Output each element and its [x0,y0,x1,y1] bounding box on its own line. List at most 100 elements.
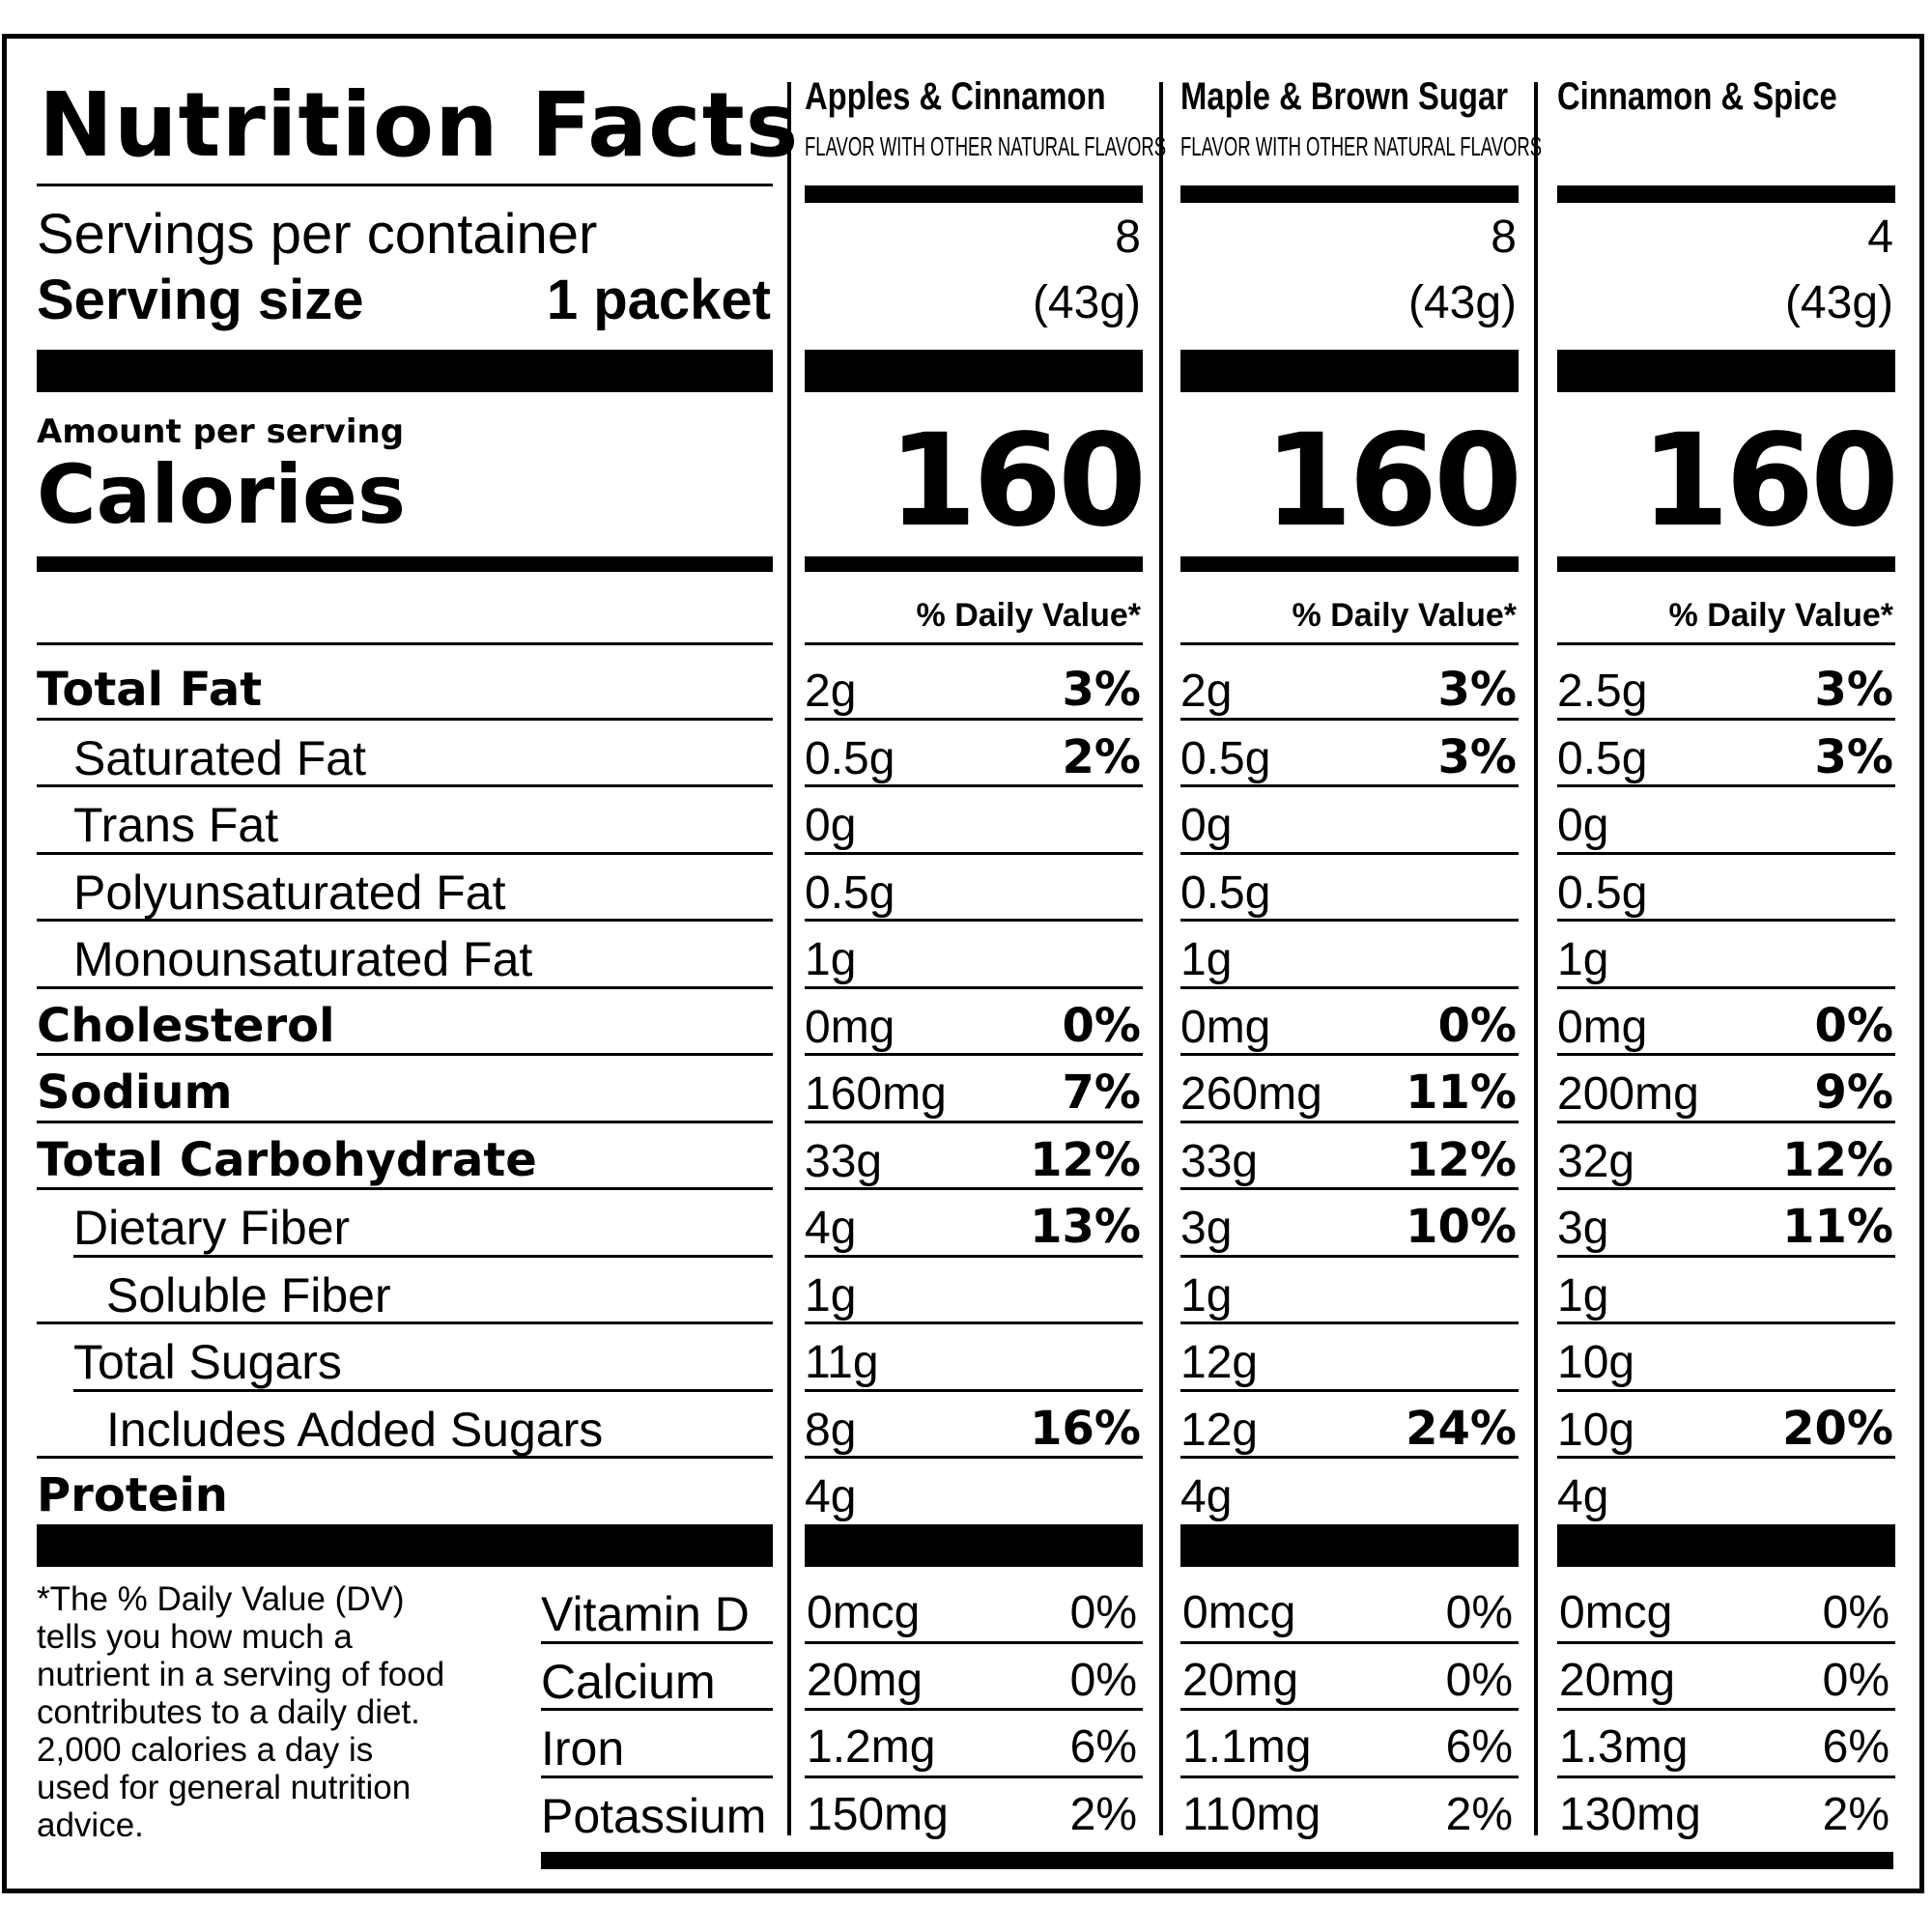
calories-value: 160 [1264,407,1522,555]
nutrient-dv: 7% [1062,1065,1142,1120]
serving-size-grams: (43g) [1784,277,1893,328]
product-row-rule [805,1456,1143,1459]
nutrient-amount: 2g [1180,666,1233,717]
micro-label: Iron [541,1721,625,1776]
nutrient-amount: 3g [1180,1203,1233,1254]
nutrient-label: Soluble Fiber [106,1267,391,1322]
product-row-rule [1180,1254,1519,1258]
micro-dv: 6% [1069,1721,1137,1773]
product-row-rule [1557,717,1895,721]
product-row-rule [1180,985,1519,989]
nutrient-amount: 1g [805,1269,857,1321]
nutrient-label: Total Fat [37,663,263,717]
product-row-rule [1180,919,1519,922]
product-header-bar [805,185,1143,203]
nutrient-row-rule [37,1120,773,1123]
amount-per-serving-label: Amount per serving [37,412,405,451]
micro-row-rule [805,1708,1143,1711]
product-name: Cinnamon & Spice [1557,75,1837,118]
micro-label-rule [541,1775,773,1778]
nutrient-amount: 4g [805,1203,857,1254]
micro-dv: 0% [1445,1587,1513,1638]
product-row-rule [805,717,1143,721]
product-row-rule [805,1053,1143,1056]
micro-amount: 130mg [1559,1788,1701,1840]
nutrient-dv: 12% [1782,1132,1893,1187]
product-row-rule [1557,1187,1895,1190]
nutrient-row-rule [37,851,773,855]
product-name: Maple & Brown Sugar [1180,75,1508,118]
nutrient-amount: 0.5g [1557,732,1648,784]
nutrient-amount: 4g [1557,1471,1609,1522]
nutrient-row-rule [37,784,773,787]
micro-row-rule [1557,1708,1895,1711]
product-name: Apples & Cinnamon [805,75,1106,118]
nutrient-amount: 0.5g [805,867,895,919]
serving-size-label: Serving size [37,269,364,331]
product-row-rule [805,985,1143,989]
product-serving-bar [1180,350,1519,392]
product-row-rule [1557,1456,1895,1459]
nutrient-dv: 16% [1030,1401,1141,1456]
nutrient-amount: 2.5g [1557,666,1648,717]
nutrient-dv: 10% [1406,1200,1517,1254]
nutrient-label: Polyunsaturated Fat [73,865,506,920]
product-calories-bar [1180,556,1519,572]
micro-amount: 1.2mg [807,1721,936,1773]
nutrient-amount: 1g [1557,1269,1609,1321]
micro-row-rule [1180,1640,1519,1644]
product-row-rule [805,1321,1143,1324]
nutrient-label: Includes Added Sugars [106,1402,604,1457]
dv-header: % Daily Value* [1668,597,1893,634]
micro-row-rule [1557,1640,1895,1644]
product-row-rule [805,1388,1143,1392]
product-row-rule [1180,1120,1519,1123]
product-row-rule [1557,784,1895,787]
nutrient-amount: 10g [1557,1337,1635,1388]
thick-bar-servings [37,350,773,392]
micro-dv: 2% [1069,1788,1137,1840]
nutrient-amount: 1g [1180,1269,1233,1321]
product-row-rule [1180,1187,1519,1190]
nutrient-amount: 4g [805,1471,857,1522]
micro-dv: 0% [1069,1587,1137,1638]
product-row-rule [1557,1120,1895,1123]
micro-row-rule [1180,1708,1519,1711]
nutrient-row-rule [37,1053,773,1056]
product-protein-bar [1557,1524,1895,1567]
nutrient-amount: 260mg [1180,1068,1322,1120]
servings-per-container-label: Servings per container [37,203,598,266]
micro-dv: 0% [1445,1654,1513,1706]
nutrient-amount: 0.5g [1557,867,1648,919]
footnote: *The % Daily Value (DV) tells you how mu… [37,1580,445,1844]
micro-row-rule [1557,1775,1895,1778]
nutrient-dv: 12% [1030,1132,1141,1187]
nutrient-amount: 33g [805,1135,883,1187]
calories-value: 160 [888,407,1147,555]
nutrient-amount: 200mg [1557,1068,1699,1120]
dv-header: % Daily Value* [916,597,1141,634]
nutrient-dv: 3% [1814,729,1894,784]
nutrient-row-rule [73,1254,773,1258]
calories-bar [37,556,773,572]
nutrient-amount: 12g [1180,1404,1259,1456]
nutrient-dv: 3% [1814,663,1894,717]
micro-dv: 0% [1822,1654,1889,1706]
nutrient-dv: 2% [1062,729,1142,784]
micro-amount: 150mg [807,1788,949,1840]
nutrient-label: Total Sugars [73,1335,342,1389]
nutrient-amount: 11g [805,1337,879,1388]
micro-amount: 20mg [807,1654,923,1706]
nutrient-amount: 10g [1557,1404,1635,1456]
nutrient-amount: 1g [1180,934,1233,985]
micro-amount: 1.1mg [1182,1721,1312,1773]
product-header-bar [1557,185,1895,203]
nutrient-dv: 24% [1406,1401,1517,1456]
nutrient-label: Protein [37,1468,228,1522]
micro-label-rule [541,1708,773,1711]
product-row-rule [805,1187,1143,1190]
nutrient-row-rule [37,919,773,922]
micro-amount: 1.3mg [1559,1721,1689,1773]
nutrient-dv: 0% [1062,998,1142,1053]
nutrition-label [2,34,1924,1893]
